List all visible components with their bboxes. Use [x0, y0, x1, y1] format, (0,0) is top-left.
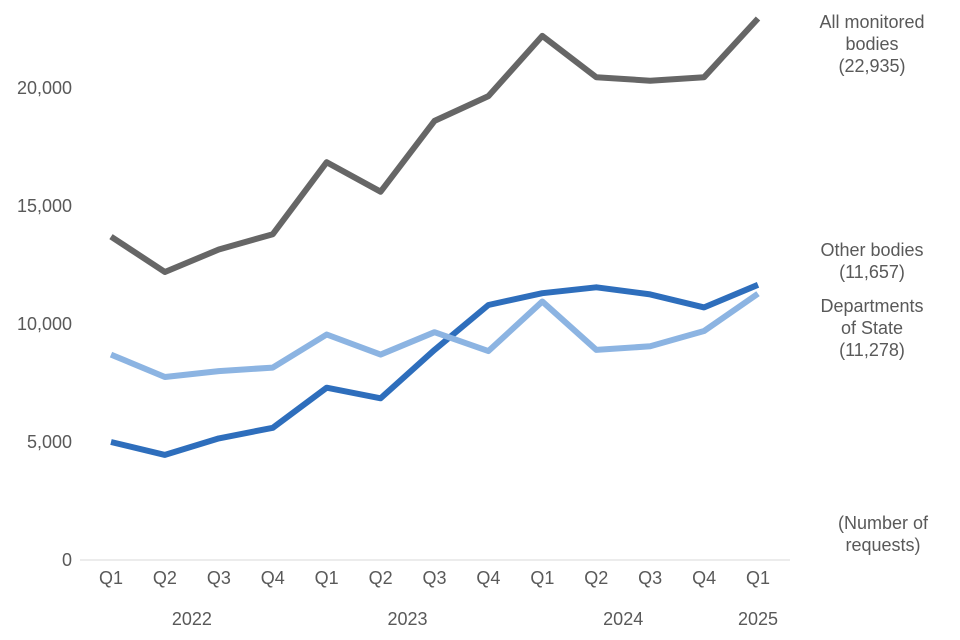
unit-note: requests): [845, 535, 920, 555]
x-tick-label: Q1: [746, 568, 770, 588]
x-tick-label: Q3: [207, 568, 231, 588]
x-tick-label: Q4: [261, 568, 285, 588]
x-tick-label: Q3: [422, 568, 446, 588]
series-label: All monitored: [819, 12, 924, 32]
year-label: 2022: [172, 609, 212, 629]
x-tick-label: Q2: [584, 568, 608, 588]
y-tick-label: 5,000: [27, 432, 72, 452]
axes: 0 5,000 10,000 15,000 20,000 Q1 Q2 Q3 Q4 Q1 Q2 Q3 Q4…: [17, 78, 790, 629]
series-label: (11,657): [839, 262, 905, 282]
year-label: 2024: [603, 609, 643, 629]
series-line: [110, 282, 760, 458]
series-label: of State: [841, 318, 903, 338]
series-label: (11,278): [839, 340, 905, 360]
x-tick-label: Q2: [369, 568, 393, 588]
y-tick-label: 15,000: [17, 196, 72, 216]
x-tick-label: Q3: [638, 568, 662, 588]
series-label: Other bodies: [820, 240, 923, 260]
x-tick-label: Q4: [692, 568, 716, 588]
series-label: (22,935): [838, 56, 905, 76]
series-line: [109, 291, 760, 380]
series-line: [109, 16, 761, 275]
y-tick-label: 20,000: [17, 78, 72, 98]
x-tick-label: Q4: [476, 568, 500, 588]
unit-note: (Number of: [838, 513, 929, 533]
x-tick-label: Q1: [99, 568, 123, 588]
year-label: 2023: [388, 609, 428, 629]
x-tick-label: Q1: [530, 568, 554, 588]
year-label: 2025: [738, 609, 778, 629]
x-tick-label: Q1: [315, 568, 339, 588]
x-tick-label: Q2: [153, 568, 177, 588]
y-tick-label: 0: [62, 550, 72, 570]
series-label: bodies: [845, 34, 898, 54]
series-lines: [109, 16, 761, 458]
series-label: Departments: [820, 296, 923, 316]
y-tick-label: 10,000: [17, 314, 72, 334]
